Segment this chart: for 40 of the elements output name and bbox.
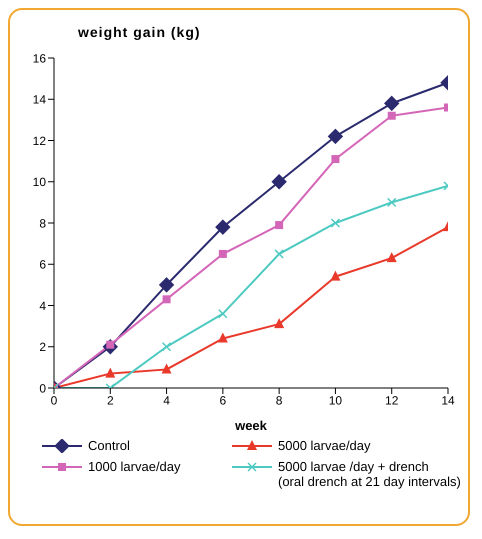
x-tick-label: 0: [50, 394, 58, 408]
point: [328, 128, 343, 144]
point: [162, 363, 172, 374]
point: [218, 250, 227, 258]
point: [105, 368, 116, 378]
x-tick-label: 2: [106, 394, 114, 408]
legend-label: 5000 larvae /day + drench: [278, 459, 430, 474]
y-tick-label: 14: [32, 92, 46, 107]
y-tick-label: 6: [39, 258, 46, 272]
x-tick-label: 10: [328, 394, 342, 408]
y-tick-label: 12: [32, 134, 46, 148]
point: [218, 332, 228, 342]
y-tick-label: 4: [39, 298, 46, 313]
point: [272, 174, 287, 190]
point: [331, 155, 340, 164]
legend-label: 5000 larvae/day: [278, 438, 371, 453]
point: [386, 252, 397, 262]
y-tick-label: 0: [39, 381, 46, 396]
x-tick-label: 14: [441, 394, 455, 408]
legend-label: 1000 larvae/day: [88, 459, 181, 474]
point: [215, 220, 230, 235]
point: [384, 96, 400, 111]
y-tick-label: 16: [32, 51, 46, 66]
x-tick-label: 12: [385, 394, 399, 408]
x-tick-label: 6: [220, 394, 227, 408]
point: [159, 277, 174, 292]
y-tick-label: 8: [39, 216, 46, 230]
x-tick-label: 8: [276, 394, 283, 408]
x-axis-title: week: [234, 418, 268, 433]
y-tick-label: 2: [39, 340, 46, 354]
point: [162, 295, 171, 304]
point: [274, 318, 284, 328]
x-tick-label: 4: [163, 394, 170, 408]
point: [330, 270, 340, 281]
legend-label: Control: [88, 438, 130, 453]
point: [275, 221, 284, 230]
point: [388, 112, 396, 120]
y-tick-label: 10: [32, 175, 46, 190]
text: (oral drench at 21 day intervals): [278, 474, 461, 489]
chart-title: weight gain (kg): [78, 24, 201, 40]
